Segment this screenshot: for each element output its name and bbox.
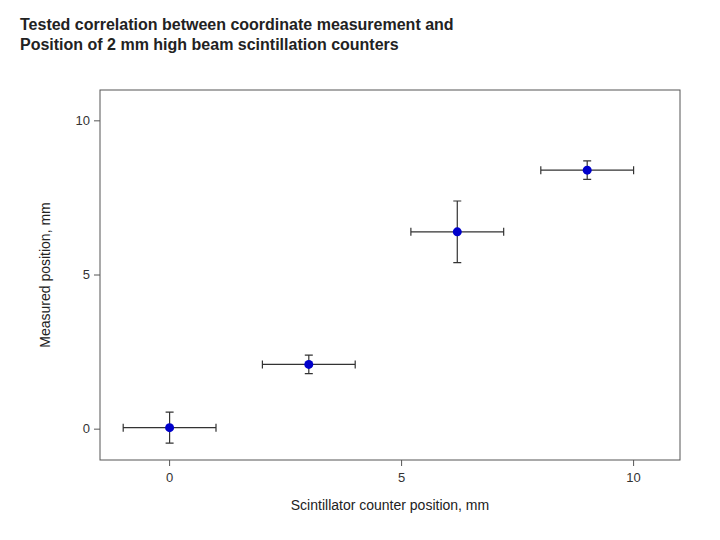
y-error-bar [583,161,591,180]
y-error-bar [166,412,174,443]
title-line: Tested correlation between coordinate me… [20,16,454,33]
point [583,166,592,175]
x-tick-label: 0 [166,470,173,485]
x-tick [169,460,170,466]
x-tick [633,460,634,466]
point [453,227,462,236]
y-tick [94,429,100,430]
title: Tested correlation between coordinate me… [20,16,454,53]
title-line: Position of 2 mm high beam scintillation… [20,36,399,53]
y-tick [94,120,100,121]
y-tick-label: 0 [83,421,90,436]
y-error-bar [453,201,461,263]
x-error-bar [541,166,634,174]
y-error-bar [305,355,313,374]
point [165,423,174,432]
x-tick-label: 10 [626,470,640,485]
plot-frame [100,90,680,460]
chart: Tested correlation between coordinate me… [0,0,720,540]
plot-area [123,161,633,443]
y-tick [94,275,100,276]
y-axis-label: Measured position, mm [37,202,53,348]
x-tick [401,460,402,466]
x-error-bar [262,360,355,368]
x-axis-label: Scintillator counter position, mm [291,497,489,513]
point [304,360,313,369]
x-error-bar [411,228,504,236]
y-tick-label: 10 [76,113,90,128]
x-tick-label: 5 [398,470,405,485]
x-error-bar [123,424,216,432]
y-tick-label: 5 [83,267,90,282]
chart-container: Tested correlation between coordinate me… [0,0,720,540]
